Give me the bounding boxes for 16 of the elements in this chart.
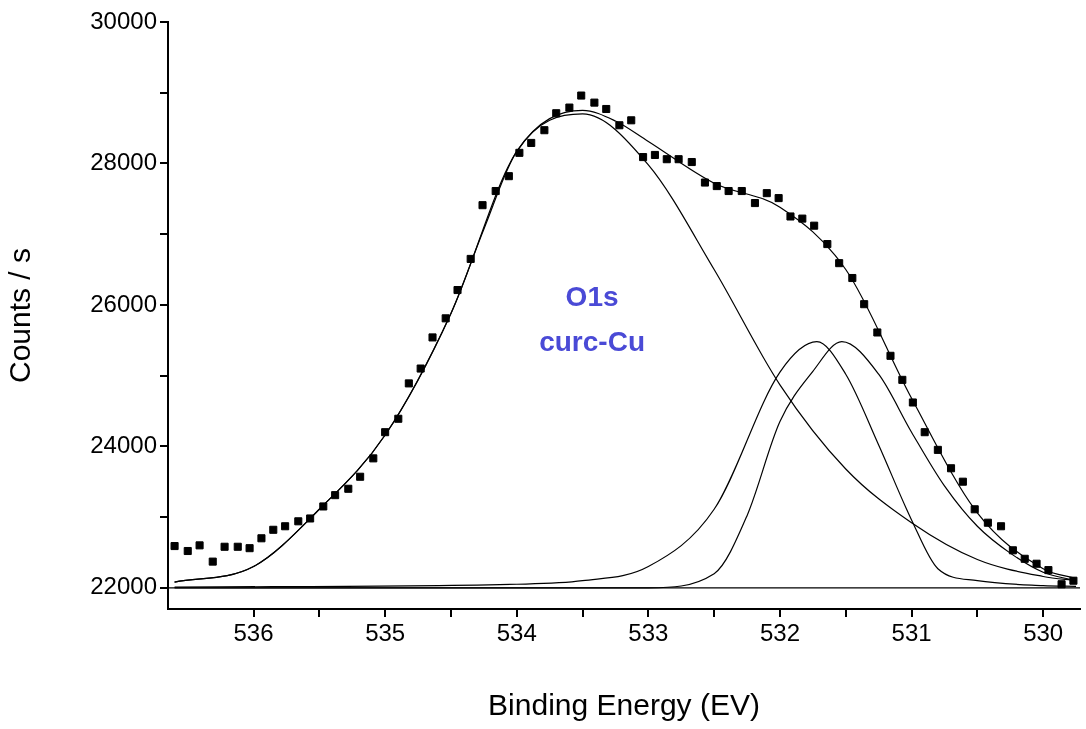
y-tick-label: 30000 [90,6,157,34]
x-tick-label: 533 [628,619,669,647]
annotation: curc-Cu [539,325,645,357]
x-tick-label: 532 [759,619,800,647]
x-tick-label: 531 [891,619,932,647]
x-tick-label: 535 [365,619,406,647]
x-tick-label: 536 [233,619,274,647]
annotation: O1s [565,280,619,312]
y-tick-label: 26000 [90,289,157,317]
x-axis-title: Binding Energy (EV) [488,688,760,722]
x-tick-label: 530 [1023,619,1064,647]
y-tick-label: 24000 [90,430,157,458]
y-axis-title: Counts / s [3,247,37,384]
y-tick-label: 22000 [90,572,157,600]
y-tick-label: 28000 [90,148,157,176]
x-tick-label: 534 [496,619,537,647]
